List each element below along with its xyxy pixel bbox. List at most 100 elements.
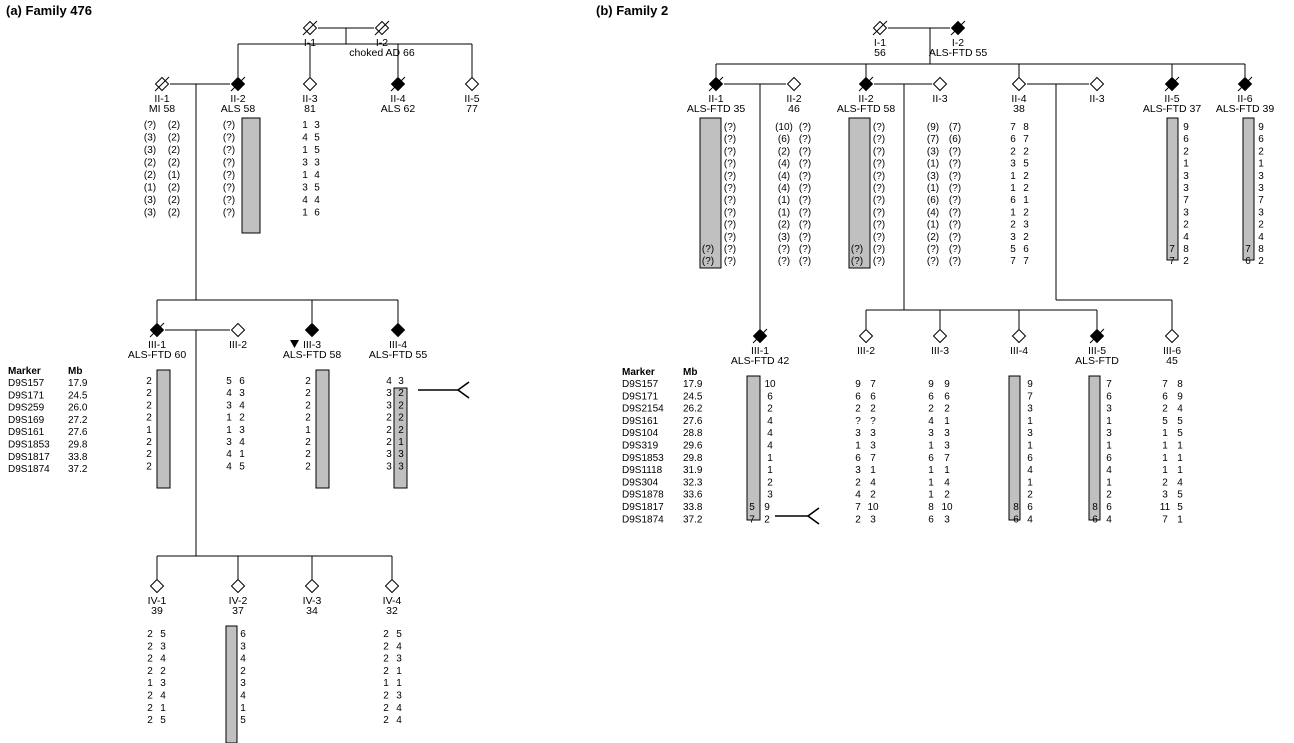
allele: 1 [1162,441,1168,452]
allele: ? [855,416,861,427]
allele: 6 [1013,514,1019,525]
allele: (?) [949,220,961,231]
deceased-slash [752,328,768,344]
allele: 4 [767,416,773,427]
deceased-slash [1164,76,1180,92]
allele: (?) [724,195,736,206]
allele: 2 [870,490,876,501]
allele: 3 [1106,404,1112,415]
allele: 3 [1162,490,1168,501]
allele: 2 [398,388,404,399]
allele: 2 [147,691,153,702]
allele: 3 [398,461,404,472]
allele: 4 [1177,404,1183,415]
allele: 6 [767,391,773,402]
a-marker-mb: 17.9 [68,378,88,389]
allele: (?) [949,159,961,170]
allele: 7 [1023,134,1029,145]
allele: 7 [1169,256,1175,267]
allele: 2 [855,514,861,525]
haplotype-bar [393,387,408,489]
allele: (?) [949,195,961,206]
allele: 2 [146,400,152,411]
allele: 5 [239,461,245,472]
allele: 3 [160,641,166,652]
allele: 3 [870,441,876,452]
allele: 1 [226,413,232,424]
a-marker-mb: 27.6 [68,427,88,438]
allele: 1 [944,416,950,427]
individual-symbol-b-III4 [1011,328,1027,344]
allele: 7 [1023,256,1029,267]
individual-id: II-3 [932,93,947,105]
allele: 1 [240,703,246,714]
allele: 2 [1162,404,1168,415]
individual-id: IV-2 [229,595,248,607]
allele: (10) [775,122,793,133]
allele: (?) [873,256,885,267]
allele: (6) [949,134,961,145]
allele: 9 [1258,122,1264,133]
allele: 1 [398,437,404,448]
allele: 3 [396,654,402,665]
individual-info: 34 [306,605,318,617]
allele: 8 [1013,502,1019,513]
individual-id: II-1 [708,93,723,105]
allele: (2) [927,232,939,243]
allele: (2) [168,145,180,156]
allele: 2 [398,400,404,411]
allele: 7 [1010,256,1016,267]
b-marker-name: D9S304 [622,477,659,488]
allele: 5 [226,376,232,387]
individual-symbol-a-IV2 [230,578,246,594]
allele: (?) [223,208,235,219]
haplotype-bar [699,117,722,269]
allele: (?) [778,256,790,267]
allele: 7 [1245,244,1251,255]
allele: (3) [144,145,156,156]
individual-symbol-a-III3 [304,322,320,338]
allele: 1 [767,465,773,476]
b-marker-mb: 28.8 [683,428,703,439]
allele: (?) [873,171,885,182]
allele: 9 [928,379,934,390]
allele: 1 [1177,514,1183,525]
allele: 7 [1162,379,1168,390]
allele: 1 [1177,441,1183,452]
allele: 5 [1177,416,1183,427]
b-marker-name: D9S104 [622,428,659,439]
allele: (?) [778,244,790,255]
pedigree-lines [156,27,1246,579]
individual-id: II-4 [390,93,405,105]
allele: (2) [168,120,180,131]
b-marker-mb: 26.2 [683,404,703,415]
allele: 4 [240,691,246,702]
allele: (7) [949,122,961,133]
allele: 8 [1023,122,1029,133]
allele: (?) [724,232,736,243]
allele: (1) [927,159,939,170]
allele: 3 [1010,159,1016,170]
allele: 1 [1023,195,1029,206]
individual-info: ALS 62 [381,103,416,115]
allele: 1 [1106,477,1112,488]
haplotype-bar [1008,375,1021,521]
allele: 9 [855,379,861,390]
individual-symbol-a-III4 [390,322,406,338]
allele: ? [870,416,876,427]
allele: 6 [1106,453,1112,464]
allele: (2) [778,220,790,231]
allele: 3 [1183,171,1189,182]
allele: 2 [386,437,392,448]
individual-id: I-2 [376,37,388,49]
allele: 1 [1258,159,1264,170]
individual-id: III-4 [1010,345,1028,357]
allele: 1 [1106,441,1112,452]
allele: (?) [851,256,863,267]
allele: 6 [1183,134,1189,145]
allele: 2 [1023,207,1029,218]
allele: 10 [764,379,776,390]
allele: 2 [383,629,389,640]
allele: 2 [870,404,876,415]
allele: (?) [799,183,811,194]
